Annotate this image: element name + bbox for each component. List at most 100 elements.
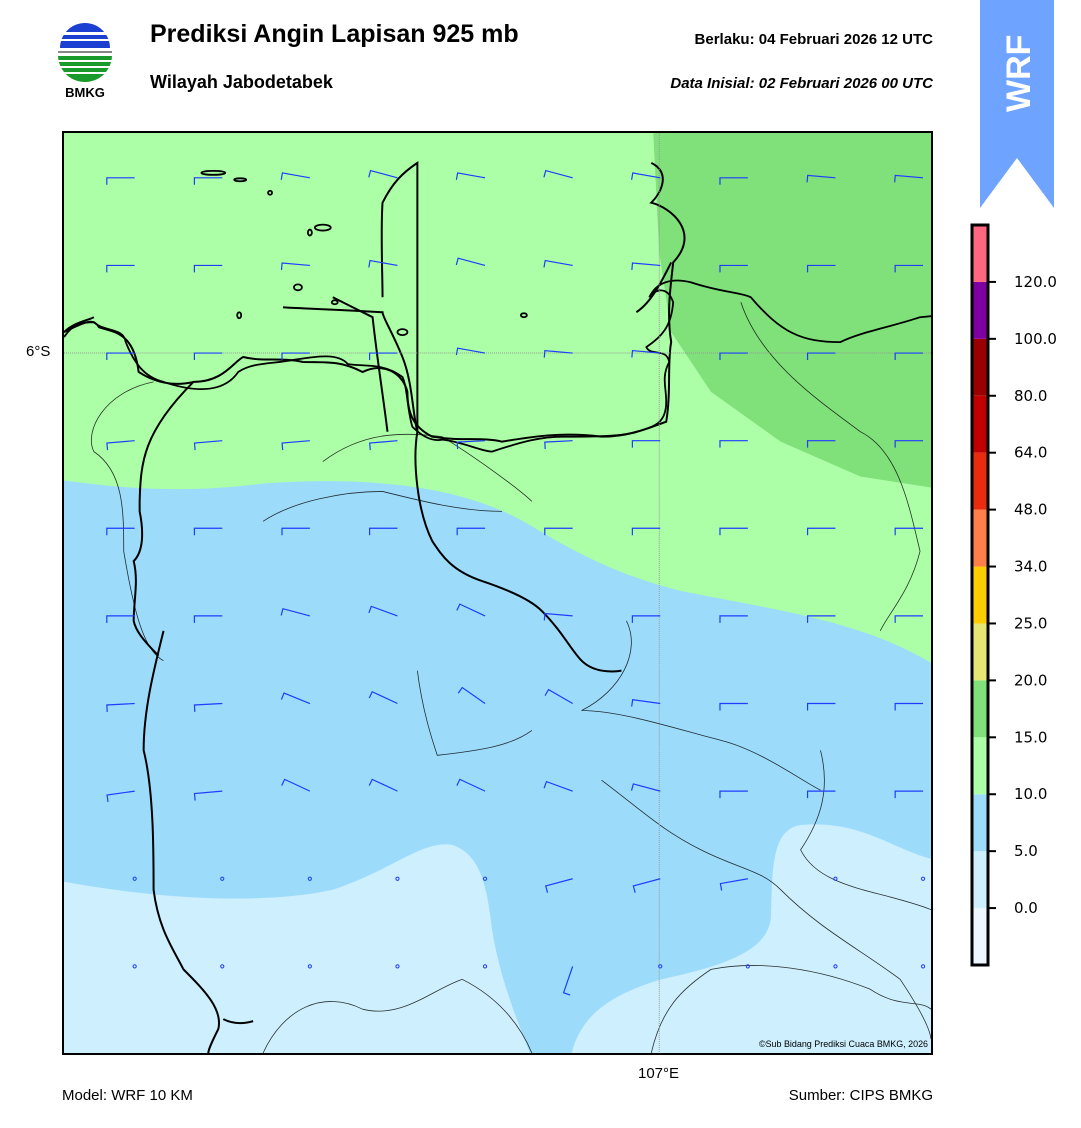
- wind-barb: [894, 174, 924, 183]
- wind-barb: [630, 783, 661, 792]
- wind-barb: [631, 527, 661, 536]
- latitude-label: 6°S: [26, 343, 51, 360]
- wind-barb: [368, 259, 398, 268]
- wind-barb: [806, 790, 836, 799]
- wind-barb: [455, 257, 486, 267]
- wind-barb: [281, 527, 310, 536]
- calm-wind-marker: [307, 964, 312, 969]
- copyright-text: ©Sub Bidang Prediksi Cuaca BMKG, 2026: [759, 1039, 928, 1049]
- wind-barb: [543, 169, 573, 179]
- wind-barb: [719, 615, 748, 623]
- wind-barb: [806, 440, 836, 448]
- bmkg-logo: [58, 23, 112, 83]
- wind-barb: [543, 780, 573, 792]
- colorbar-tick-label: 20.0: [1014, 671, 1047, 689]
- wind-barb: [106, 790, 135, 803]
- wind-barb: [368, 690, 398, 705]
- wind-barb: [719, 264, 748, 273]
- wind-barb: [455, 347, 486, 356]
- colorbar-swatch: [972, 281, 988, 339]
- logo-text: BMKG: [65, 85, 105, 100]
- wind-barb: [281, 352, 310, 361]
- wind-barb: [281, 778, 311, 792]
- calm-wind-marker: [482, 876, 488, 881]
- region-subtitle: Wilayah Jabodetabek: [150, 72, 333, 92]
- wind-barb: [106, 527, 135, 536]
- wind-barb: [280, 172, 310, 180]
- wind-barb: [281, 440, 310, 451]
- district-boundaries: [90, 302, 931, 1053]
- wind-barb: [894, 790, 924, 799]
- wind-barb: [806, 527, 836, 536]
- wind-barb: [894, 264, 924, 273]
- wind-barb: [543, 612, 573, 621]
- model-label: Model: WRF 10 KM: [62, 1087, 193, 1104]
- wind-barb: [719, 352, 748, 361]
- wind-barb: [193, 264, 223, 273]
- wind-barb: [894, 615, 924, 623]
- colorbar-swatch: [972, 395, 988, 453]
- wind-barb: [106, 352, 135, 361]
- wrf-banner-text: WRF: [1000, 35, 1038, 112]
- colorbar-tick-label: 10.0: [1014, 785, 1047, 803]
- shade-0-5-left: [64, 844, 530, 1053]
- colorbar-swatch: [972, 509, 988, 567]
- colorbar: 0.0 5.0 10.0 15.0 20.0 25.0 34.0 48.0 64.0 80.0 10…: [970, 223, 1057, 967]
- wind-barb: [193, 352, 223, 361]
- wind-barb: [806, 615, 836, 623]
- wind-barb: [368, 352, 398, 361]
- wind-barb: [457, 686, 486, 705]
- colorbar-tick-label: 48.0: [1014, 501, 1047, 519]
- colorbar-swatch: [972, 680, 988, 738]
- wind-barb: [456, 778, 486, 792]
- wind-barb: [368, 527, 398, 536]
- calm-wind-marker: [395, 876, 400, 881]
- wind-barb: [631, 172, 661, 180]
- wind-barb: [631, 349, 661, 358]
- calm-wind-marker: [920, 876, 926, 881]
- wind-barb: [894, 702, 924, 711]
- wind-barb: [806, 264, 836, 273]
- wind-barb: [280, 607, 311, 617]
- wind-barb: [193, 702, 223, 712]
- wind-barb: [368, 778, 398, 792]
- coastline: [64, 279, 931, 453]
- wind-barb: [719, 702, 748, 711]
- wind-barb: [631, 262, 661, 270]
- colorbar-swatch: [972, 225, 988, 282]
- valid-time: Berlaku: 04 Februari 2026 12 UTC: [694, 31, 933, 48]
- colorbar-swatch: [972, 851, 988, 909]
- longitude-label: 107°E: [638, 1065, 680, 1082]
- wind-barb: [544, 440, 573, 450]
- wrf-banner: WRF: [980, 0, 1054, 208]
- colorbar-swatch: [972, 338, 988, 396]
- colorbar-swatch: [972, 623, 988, 681]
- wind-barb: [631, 440, 661, 448]
- calm-wind-marker: [220, 964, 225, 969]
- wind-barb: [631, 698, 661, 707]
- calm-wind-marker: [833, 964, 838, 969]
- colorbar-frame: [970, 223, 990, 967]
- wind-barb: [193, 177, 223, 185]
- calm-wind-marker: [132, 964, 137, 969]
- wind-barb: [719, 790, 748, 799]
- calm-wind-marker: [833, 876, 838, 881]
- shade-0-5-right: [571, 824, 931, 1053]
- wind-barb: [806, 352, 836, 361]
- colorbar-swatch: [972, 794, 988, 852]
- colorbar-swatch: [972, 566, 988, 624]
- wind-barb: [719, 440, 748, 448]
- wind-barb: [719, 878, 748, 891]
- wind-barb: [455, 172, 486, 180]
- wind-barb: [544, 688, 573, 705]
- wind-barb: [193, 440, 223, 451]
- colorbar-tick-label: 120.0: [1014, 273, 1057, 291]
- wind-barb: [193, 527, 223, 536]
- wind-barb: [193, 790, 223, 801]
- colorbar-tick-label: 34.0: [1014, 558, 1047, 576]
- colorbar-tick-label: 100.0: [1014, 330, 1057, 348]
- wind-barb: [456, 603, 486, 617]
- calm-wind-marker: [220, 876, 225, 881]
- wind-map: ©Sub Bidang Prediksi Cuaca BMKG, 2026: [62, 131, 933, 1055]
- wind-barb: [719, 527, 748, 536]
